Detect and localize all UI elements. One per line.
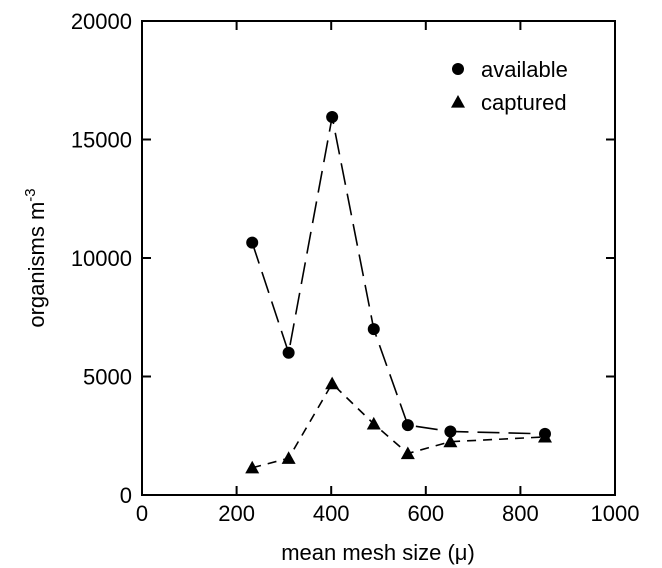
x-axis-title: mean mesh size (μ) [281,540,475,565]
x-tick-label: 200 [218,501,255,526]
legend-marker-captured [451,95,465,108]
legend-marker-available [452,63,464,75]
data-point-captured [400,446,415,460]
data-point-captured [366,416,381,430]
data-point-captured [325,376,340,390]
x-tick-label: 400 [313,501,350,526]
data-point-available [367,323,380,336]
y-tick-label: 5000 [83,365,132,390]
data-point-captured [245,460,260,474]
y-axis-title-superscript: -3 [22,188,39,201]
y-axis-title: organisms m-3 [22,188,49,327]
series-line-captured [252,382,546,469]
y-tick-label: 15000 [71,128,132,153]
legend-label-captured: captured [481,90,567,115]
legend: available captured [451,57,568,115]
x-tick-label: 600 [407,501,444,526]
x-axis-title-text: mean mesh size (μ) [281,540,475,565]
data-point-available [444,425,457,438]
data-point-available [282,346,295,359]
series-line-available [251,116,546,435]
y-tick-label: 10000 [71,246,132,271]
data-point-captured [443,434,458,448]
data-point-available [326,110,339,123]
legend-label-available: available [481,57,568,82]
y-axis-title-text: organisms m [24,202,49,328]
x-tick-label: 0 [136,501,148,526]
data-point-available [246,236,259,249]
data-point-available [401,419,414,432]
x-tick-label: 1000 [591,501,640,526]
series-layer [245,110,552,474]
x-tick-label: 800 [502,501,539,526]
y-tick-label: 0 [120,483,132,508]
data-point-captured [281,451,296,464]
data-point-captured [537,429,552,443]
y-tick-label: 20000 [71,9,132,34]
